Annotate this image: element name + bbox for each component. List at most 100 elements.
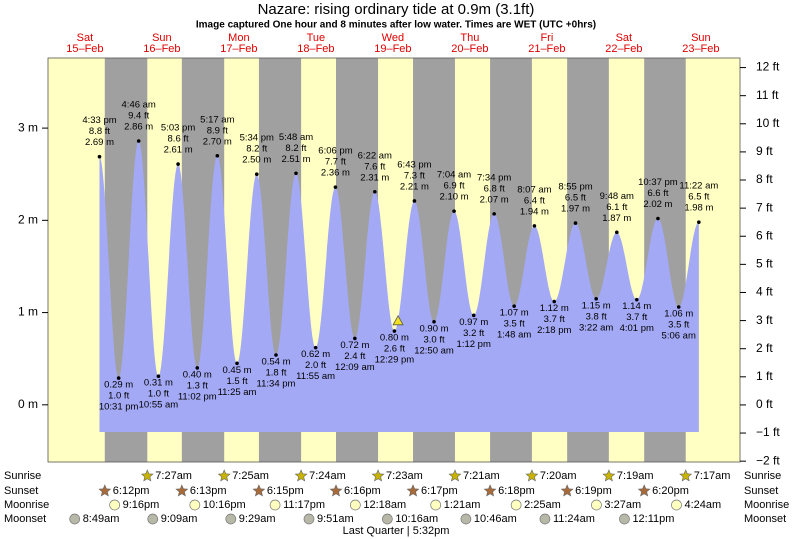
event-time: 7:17am [694, 470, 731, 482]
moon-icon [225, 513, 237, 525]
tide-extreme [594, 296, 598, 301]
extreme-time: 1:12 pm [457, 339, 491, 350]
extreme-m: 2.86 m [124, 122, 153, 133]
tide-extreme [552, 299, 557, 304]
tide-extreme [512, 304, 516, 308]
row-label: Moonrise [4, 499, 49, 511]
extreme-time: 11:02 pm [178, 391, 217, 402]
extreme-m: 2.69 m [85, 137, 114, 148]
tide-extreme [573, 221, 578, 225]
event-time: 6:13pm [190, 485, 227, 497]
extreme-time: 11:55 am [296, 371, 335, 382]
sun-icon [406, 484, 420, 497]
sun-icon [252, 484, 266, 497]
extreme-m: 1.87 m [602, 213, 631, 224]
extreme-m: 1.97 m [561, 204, 590, 215]
extreme-time: 5:34 pm [240, 133, 274, 144]
extreme-m: 2.21 m [400, 181, 429, 192]
moon-icon [189, 499, 201, 511]
extreme-m: 0.62 m [301, 349, 330, 360]
tide-extreme [254, 172, 259, 177]
event-time: 11:24am [553, 513, 595, 525]
extreme-ft: 3.5 ft [504, 319, 525, 330]
sun-icon [679, 469, 693, 482]
extreme-time: 5:17 am [200, 114, 234, 125]
extreme-m: 2.70 m [203, 136, 232, 147]
tide-extreme [432, 319, 436, 324]
extreme-m: 2.50 m [242, 155, 271, 166]
y2-tick-label: 11 ft [756, 88, 779, 102]
extreme-ft: 3.0 ft [423, 334, 444, 345]
extreme-m: 2.36 m [321, 168, 350, 179]
day-date: 20–Feb [451, 43, 488, 55]
tide-extreme [215, 153, 220, 158]
extreme-m: 1.98 m [684, 203, 713, 214]
day-weekday: Mon [228, 32, 249, 44]
y2-tick-label: 12 ft [756, 60, 780, 74]
moon-icon [381, 513, 393, 525]
event-time: 7:21am [463, 470, 500, 482]
extreme-ft: 3.7 ft [626, 312, 647, 323]
extreme-time: 3:22 am [579, 322, 613, 333]
event-time: 6:17pm [421, 485, 458, 497]
extreme-time: 8:07 am [517, 184, 551, 195]
day-weekday: Sat [77, 32, 94, 44]
tide-extreme [471, 313, 476, 318]
day-weekday: Tue [307, 32, 326, 44]
extreme-m: 0.29 m [104, 380, 133, 391]
event-time: 9:16pm [123, 499, 160, 511]
event-time: 7:24am [309, 470, 346, 482]
day-date: 15–Feb [66, 43, 103, 55]
event-time: 6:20pm [652, 485, 689, 497]
extreme-time: 4:33 pm [82, 115, 116, 126]
extreme-m: 1.12 m [540, 303, 569, 314]
extreme-time: 12:29 pm [375, 355, 415, 366]
extreme-ft: 3.8 ft [586, 311, 607, 322]
extreme-m: 0.54 m [261, 357, 290, 368]
extreme-ft: 3.7 ft [544, 314, 565, 325]
sun-icon [98, 484, 112, 497]
extreme-ft: 6.9 ft [443, 181, 464, 192]
extreme-ft: 1.3 ft [187, 380, 208, 391]
sun-icon [560, 484, 574, 497]
y2-tick-label: 4 ft [756, 285, 773, 299]
moon-icon [591, 499, 602, 511]
y2-tick-label: −2 ft [756, 453, 780, 467]
extreme-ft: 7.6 ft [364, 161, 385, 172]
event-time: 4:24am [684, 499, 721, 511]
y2-tick-label: 8 ft [756, 172, 773, 186]
tide-extreme [294, 171, 298, 176]
extreme-m: 2.31 m [360, 172, 389, 183]
tide-extreme [97, 154, 102, 159]
extreme-m: 2.07 m [480, 194, 509, 205]
y2-tick-label: −1 ft [756, 425, 780, 439]
moon-icon [460, 513, 472, 525]
row-label: Moonset [744, 513, 786, 525]
extreme-ft: 2.4 ft [344, 351, 365, 362]
day-date: 16–Feb [143, 43, 180, 55]
event-time: 6:16pm [344, 485, 381, 497]
row-label: Sunrise [4, 470, 41, 482]
extreme-m: 1.14 m [622, 301, 651, 312]
tide-extreme [615, 230, 619, 235]
moon-icon [303, 513, 315, 525]
extreme-time: 10:37 pm [638, 177, 678, 188]
extreme-m: 0.45 m [223, 365, 252, 376]
y-tick-label: 3 m [18, 120, 38, 134]
extreme-ft: 6.6 ft [647, 188, 668, 199]
extreme-time: 9:48 am [600, 191, 634, 202]
tide-extreme [274, 353, 278, 357]
extreme-time: 12:09 am [335, 362, 375, 373]
day-date: 21–Feb [528, 43, 565, 55]
extreme-ft: 6.5 ft [565, 193, 586, 204]
day-date: 23–Feb [682, 43, 719, 55]
moon-icon [69, 513, 81, 525]
extreme-ft: 2.0 ft [305, 360, 326, 371]
extreme-time: 11:34 pm [257, 379, 296, 390]
tide-extreme [156, 374, 161, 379]
moon-icon [671, 499, 682, 511]
sun-icon [140, 469, 154, 482]
extreme-ft: 6.8 ft [484, 183, 505, 194]
extreme-ft: 1.0 ft [148, 389, 169, 400]
